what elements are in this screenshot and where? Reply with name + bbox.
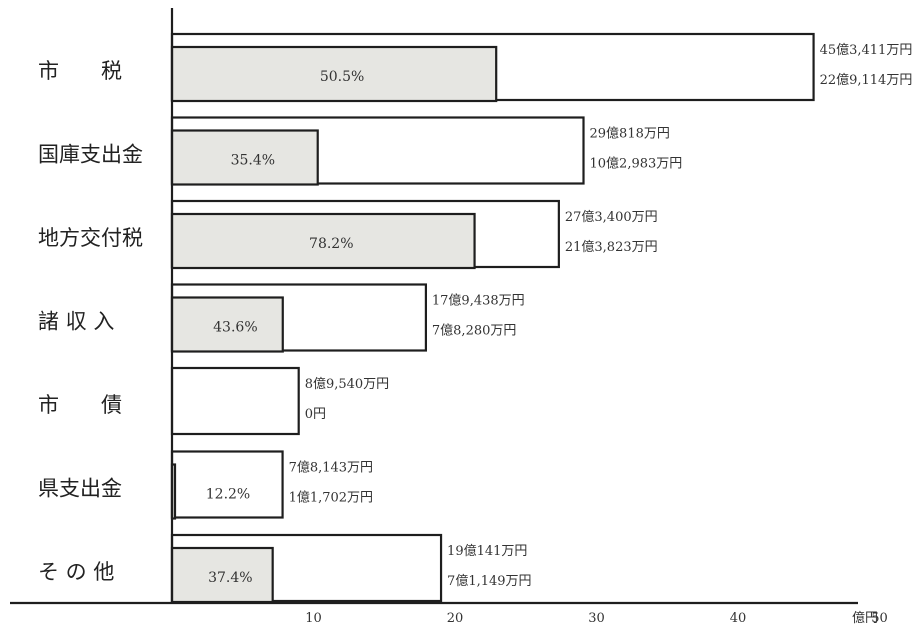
x-tick-label: 30 <box>588 611 605 626</box>
percent-label: 12.2% <box>206 487 250 503</box>
value-label-total: 7億8,143万円 <box>289 460 374 476</box>
value-label-total: 17億9,438万円 <box>432 293 525 309</box>
bar-total <box>170 366 300 436</box>
x-tick-label: 10 <box>305 611 322 626</box>
bar-portion <box>170 45 498 103</box>
value-label-total: 27億3,400万円 <box>565 209 658 225</box>
category-label: 市 債 <box>38 393 122 417</box>
value-label-portion: 22億9,114万円 <box>820 72 913 88</box>
bars-layer <box>170 32 815 604</box>
category-label: 地方交付税 <box>38 226 143 250</box>
bar-portion <box>170 129 319 186</box>
category-label: そ の 他 <box>38 560 114 584</box>
percent-label: 35.4% <box>231 153 275 169</box>
bar-total <box>170 450 284 519</box>
category-label: 市 税 <box>38 59 122 83</box>
value-label-total: 19億141万円 <box>447 543 527 559</box>
x-tick-label: 20 <box>447 611 464 626</box>
percent-label: 78.2% <box>309 236 353 252</box>
value-label-total: 29億818万円 <box>590 126 670 142</box>
value-label-portion: 21億3,823万円 <box>565 239 658 255</box>
value-label-portion: 10億2,983万円 <box>590 156 683 172</box>
category-label: 国庫支出金 <box>38 143 143 167</box>
percent-label: 50.5% <box>320 69 364 85</box>
x-tick-label: 50 <box>871 611 888 626</box>
x-unit-label: 億円 <box>852 610 878 626</box>
value-label-total: 45億3,411万円 <box>820 42 913 58</box>
x-tick-label: 40 <box>730 611 747 626</box>
category-label: 諸 収 入 <box>38 310 114 334</box>
percent-label: 37.4% <box>208 570 252 586</box>
value-label-total: 8億9,540万円 <box>305 376 390 392</box>
value-label-portion: 0円 <box>305 407 326 422</box>
value-label-portion: 7億1,149万円 <box>447 573 532 589</box>
category-label: 県支出金 <box>38 477 122 501</box>
value-label-portion: 7億8,280万円 <box>432 323 517 339</box>
value-label-portion: 1億1,702万円 <box>289 490 374 506</box>
percent-label: 43.6% <box>213 320 257 336</box>
